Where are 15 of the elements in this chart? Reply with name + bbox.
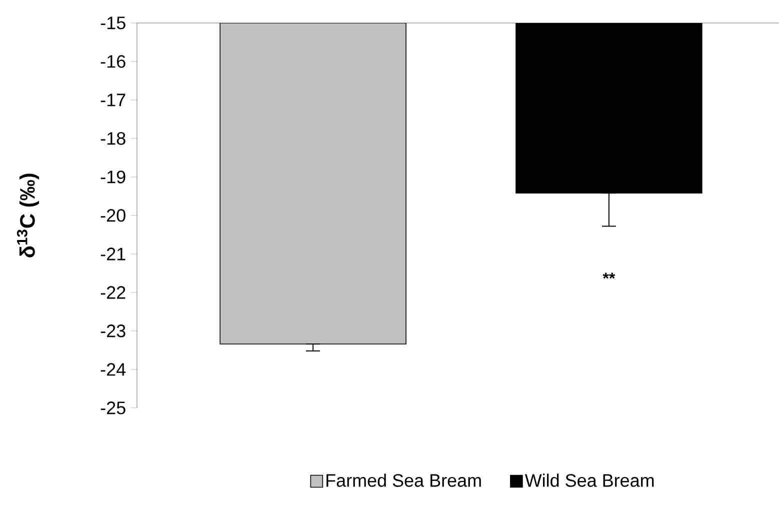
y-tick-label: -21 <box>100 248 126 260</box>
y-axis-title: δ$^{13}$C (‰) <box>16 174 40 258</box>
y-tick-label: -20 <box>100 209 126 222</box>
y-tick-label: -23 <box>100 324 126 338</box>
annotation: ** <box>602 272 616 279</box>
y-tick-label: -19 <box>100 170 126 184</box>
y-tick-label: -18 <box>100 132 126 145</box>
y-tick-label: -15 <box>100 16 126 30</box>
y-tick-label: -22 <box>100 286 126 299</box>
y-tick-label: -17 <box>100 94 126 106</box>
y-tick-label: -25 <box>100 402 126 414</box>
y-tick-label: -24 <box>100 363 126 376</box>
legend-label: Wild Sea Bream <box>524 474 654 487</box>
legend-label: Farmed Sea Bream <box>326 474 481 487</box>
y-tick-label: -16 <box>100 55 126 68</box>
